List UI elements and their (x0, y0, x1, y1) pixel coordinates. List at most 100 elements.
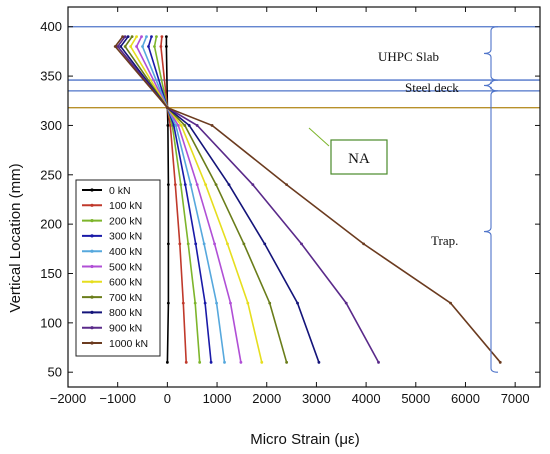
series-point-9-1 (344, 301, 348, 305)
series-point-0-3 (166, 183, 170, 187)
series-line-1 (160, 36, 187, 363)
x-axis-title: Micro Strain (με) (250, 431, 360, 448)
series-point-5-3 (195, 183, 199, 187)
legend-marker-9 (90, 326, 94, 330)
series-point-1-2 (178, 242, 182, 246)
series-line-9 (116, 36, 380, 363)
series-point-6-6 (129, 45, 133, 48)
y-tick-label-2: 150 (40, 266, 62, 281)
y-tick-label-5: 300 (40, 118, 62, 133)
series-point-5-2 (213, 242, 216, 246)
legend-label-3: 300 kN (109, 231, 142, 243)
y-tick-label-1: 100 (40, 315, 62, 330)
series-point-9-3 (251, 183, 255, 187)
series-layer (113, 35, 502, 364)
series-point-7-0 (285, 360, 289, 364)
series-point-2-6 (153, 45, 156, 48)
series-point-8-0 (317, 360, 321, 364)
series-point-5-7 (140, 35, 143, 39)
series-point-6-1 (246, 301, 250, 305)
x-tick-label-5: 3000 (302, 391, 331, 406)
series-point-6-3 (204, 183, 208, 187)
legend-label-4: 400 kN (109, 246, 142, 258)
legend-marker-4 (90, 249, 94, 253)
series-point-9-0 (377, 360, 380, 364)
legend-label-6: 600 kN (109, 277, 142, 289)
series-point-5-1 (229, 301, 232, 305)
trap-label: Trap. (431, 233, 458, 248)
legend: 0 kN 100 kN 200 kN 300 kN 400 kN 500 kN 600 kN… (82, 185, 148, 350)
trap-brace (483, 90, 499, 373)
series-point-9-2 (300, 242, 303, 246)
legend-marker-2 (90, 219, 94, 223)
series-point-4-4 (174, 124, 178, 127)
series-point-10-3 (285, 183, 289, 187)
series-point-0-2 (166, 242, 170, 246)
series-point-7-1 (268, 301, 272, 305)
steel-deck-brace (483, 79, 499, 92)
series-point-10-4 (210, 124, 214, 127)
series-point-1-0 (184, 360, 188, 364)
legend-marker-6 (90, 280, 94, 284)
series-point-7-2 (242, 242, 246, 246)
legend-marker-10 (90, 341, 94, 345)
steel-deck-label: Steel deck (405, 80, 459, 95)
y-tick-label-7: 400 (40, 19, 62, 34)
series-line-5 (135, 36, 242, 363)
legend-label-2: 200 kN (109, 215, 142, 227)
y-tick-label-0: 50 (48, 365, 62, 380)
series-line-8 (119, 36, 320, 363)
na-leader-line (308, 127, 330, 147)
y-tick-label-6: 350 (40, 69, 62, 84)
series-line-2 (153, 36, 201, 363)
na-label-box (330, 139, 388, 175)
uhpc-slab-label: UHPC Slab (378, 49, 439, 64)
series-point-0-4 (166, 124, 170, 127)
series-point-1-1 (181, 301, 185, 305)
series-line-0 (165, 36, 170, 363)
x-tick-label-1: −1000 (99, 391, 136, 406)
series-point-1-3 (173, 183, 177, 187)
series-point-4-3 (189, 183, 193, 187)
series-point-0-0 (165, 360, 169, 364)
series-line-7 (124, 36, 288, 363)
series-point-10-6 (113, 45, 117, 48)
legend-label-10: 1000 kN (109, 338, 148, 350)
x-tick-label-7: 5000 (401, 391, 430, 406)
legend-label-9: 900 kN (109, 323, 142, 335)
legend-box (75, 179, 161, 357)
legend-marker-1 (90, 203, 94, 207)
series-point-10-2 (362, 242, 366, 246)
series-point-1-6 (159, 45, 163, 48)
uhpc-slab-brace (483, 26, 499, 81)
series-point-10-1 (449, 301, 452, 305)
series-point-2-7 (155, 35, 158, 39)
x-tick-label-6: 4000 (352, 391, 381, 406)
axes (67, 6, 541, 388)
series-line-10 (114, 36, 501, 363)
series-point-3-4 (172, 124, 176, 127)
series-line-3 (147, 36, 212, 363)
series-point-5-4 (176, 124, 180, 127)
series-point-9-6 (116, 45, 120, 48)
series-point-5-0 (239, 360, 243, 364)
series-point-0-1 (166, 301, 170, 305)
series-point-8-7 (126, 35, 130, 39)
axes-frame (67, 6, 541, 388)
series-point-3-2 (194, 242, 198, 246)
legend-label-5: 500 kN (109, 261, 142, 273)
series-point-8-3 (227, 183, 231, 187)
x-tick-label-9: 7000 (501, 391, 530, 406)
series-point-2-1 (193, 301, 197, 305)
series-point-2-3 (179, 183, 183, 187)
series-point-1-7 (160, 35, 164, 39)
series-point-8-2 (263, 242, 267, 246)
series-point-10-0 (498, 360, 502, 364)
series-point-4-6 (141, 45, 144, 48)
series-point-3-6 (147, 45, 150, 48)
series-point-8-1 (296, 301, 299, 305)
legend-label-0: 0 kN (109, 185, 131, 197)
legend-marker-8 (90, 310, 94, 314)
series-point-4-1 (215, 301, 218, 305)
